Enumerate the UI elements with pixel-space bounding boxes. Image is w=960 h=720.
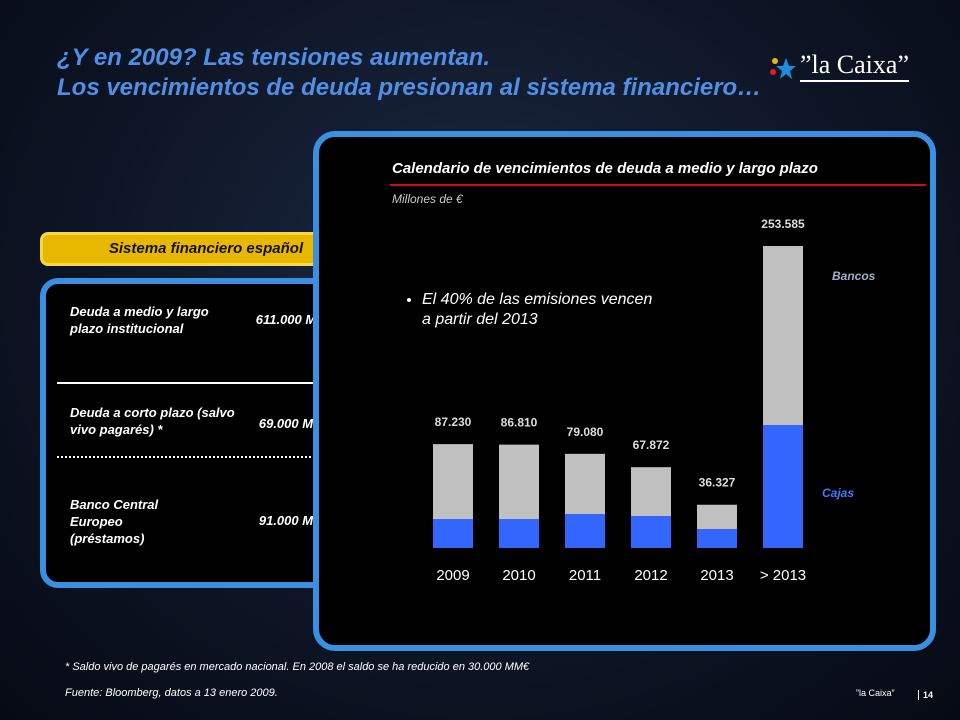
x-tick-label: 2013	[700, 567, 733, 584]
total-label: 79.080	[567, 425, 604, 439]
annotation: El 40% de las emisiones vencen a partir …	[392, 290, 662, 330]
total-label: 87.230	[435, 415, 472, 429]
x-tick-label: 2010	[502, 567, 535, 584]
page-number: 14	[918, 690, 933, 700]
title: ¿Y en 2009? Las tensiones aumentan.	[57, 44, 491, 71]
separator	[57, 382, 359, 384]
chart-subtitle: Millones de €	[392, 192, 463, 206]
legend-label: Cajas	[822, 486, 854, 500]
bar-segment	[565, 514, 605, 548]
separator	[57, 456, 359, 458]
bar-segment	[433, 519, 473, 548]
x-tick-label: 2012	[634, 567, 667, 584]
source: Fuente: Bloomberg, datos a 13 enero 2009…	[65, 687, 278, 699]
bar-segment	[763, 425, 803, 548]
total-label: 67.872	[633, 438, 670, 452]
title: Los vencimientos de deuda presionan al s…	[57, 74, 762, 101]
x-tick-label: > 2013	[760, 567, 806, 584]
bar-segment	[697, 529, 737, 548]
row-label: Deuda a corto plazo (salvo vivo pagarés)…	[70, 405, 235, 437]
row-label: Banco Central Europeo (préstamos)	[70, 497, 159, 546]
brand: ”la Caixa”	[856, 688, 895, 698]
bar-segment	[697, 504, 737, 530]
bar-segment	[499, 519, 539, 548]
legend-label: Bancos	[832, 269, 876, 283]
logo: ”la Caixa”	[800, 50, 909, 82]
bar-segment	[631, 516, 671, 548]
total-label: 36.327	[699, 476, 736, 490]
chart-title: Calendario de vencimientos de deuda a me…	[392, 160, 818, 177]
title-rule	[390, 184, 926, 186]
bar-segment	[763, 246, 803, 426]
row-label: Deuda a medio y largo plazo instituciona…	[70, 304, 209, 336]
bar-segment	[499, 444, 539, 520]
bar-segment	[631, 467, 671, 517]
chart-panel	[313, 131, 936, 651]
footnote: * Saldo vivo de pagarés en mercado nacio…	[65, 661, 530, 673]
x-tick-label: 2011	[569, 567, 601, 584]
x-tick-label: 2009	[436, 567, 469, 584]
bar-segment	[433, 444, 473, 520]
total-label: 253.585	[761, 217, 805, 231]
bar-segment	[565, 453, 605, 515]
total-label: 86.810	[501, 416, 538, 430]
logo-star	[770, 58, 796, 79]
annotation-text: El 40% de las emisiones vencen a partir …	[422, 290, 662, 330]
